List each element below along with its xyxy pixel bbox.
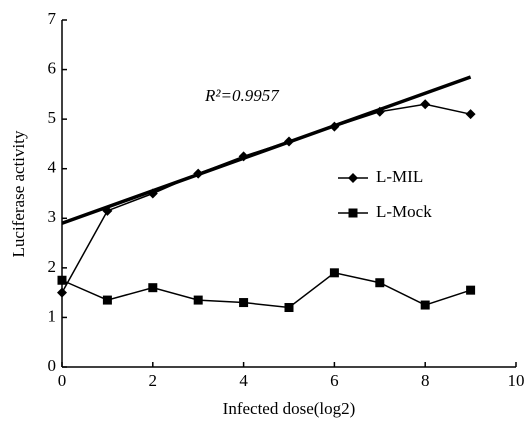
marker [57,287,67,298]
x-axis-label: Infected dose(log2) [223,399,356,418]
marker [238,151,249,162]
y-tick-label: 2 [48,257,57,276]
series-line [61,272,471,309]
legend-label: L-MIL [376,167,423,186]
marker [420,300,430,310]
marker [329,121,340,132]
marker [284,303,294,313]
y-tick-label: 5 [48,108,57,127]
y-tick-label: 0 [48,356,57,375]
x-tick-label: 2 [149,371,158,390]
marker [420,99,431,110]
legend-label: L-Mock [376,202,432,221]
y-tick-label: 1 [48,306,57,325]
marker [329,268,339,278]
y-tick-label: 7 [48,9,57,28]
marker [239,298,249,308]
marker [102,205,113,216]
marker [348,208,358,218]
y-tick-label: 6 [48,58,57,77]
y-tick-label: 4 [48,158,57,177]
marker [374,106,385,117]
series-line [61,103,471,294]
x-tick-label: 4 [239,371,248,390]
marker [284,136,294,147]
x-tick-label: 10 [508,371,525,390]
y-tick-label: 3 [48,207,57,226]
marker [348,173,358,183]
marker [193,295,203,305]
marker [465,109,476,120]
marker [375,278,385,288]
marker [102,295,112,305]
marker [148,283,158,293]
x-tick-label: 6 [330,371,339,390]
trend-line [61,75,472,225]
marker [57,275,67,285]
marker [466,285,476,295]
x-tick-label: 8 [421,371,430,390]
y-axis-label: Luciferase activity [9,130,28,257]
marker [193,168,204,179]
annotation: R²=0.9957 [204,86,280,105]
x-tick-label: 0 [58,371,67,390]
marker [147,188,158,199]
